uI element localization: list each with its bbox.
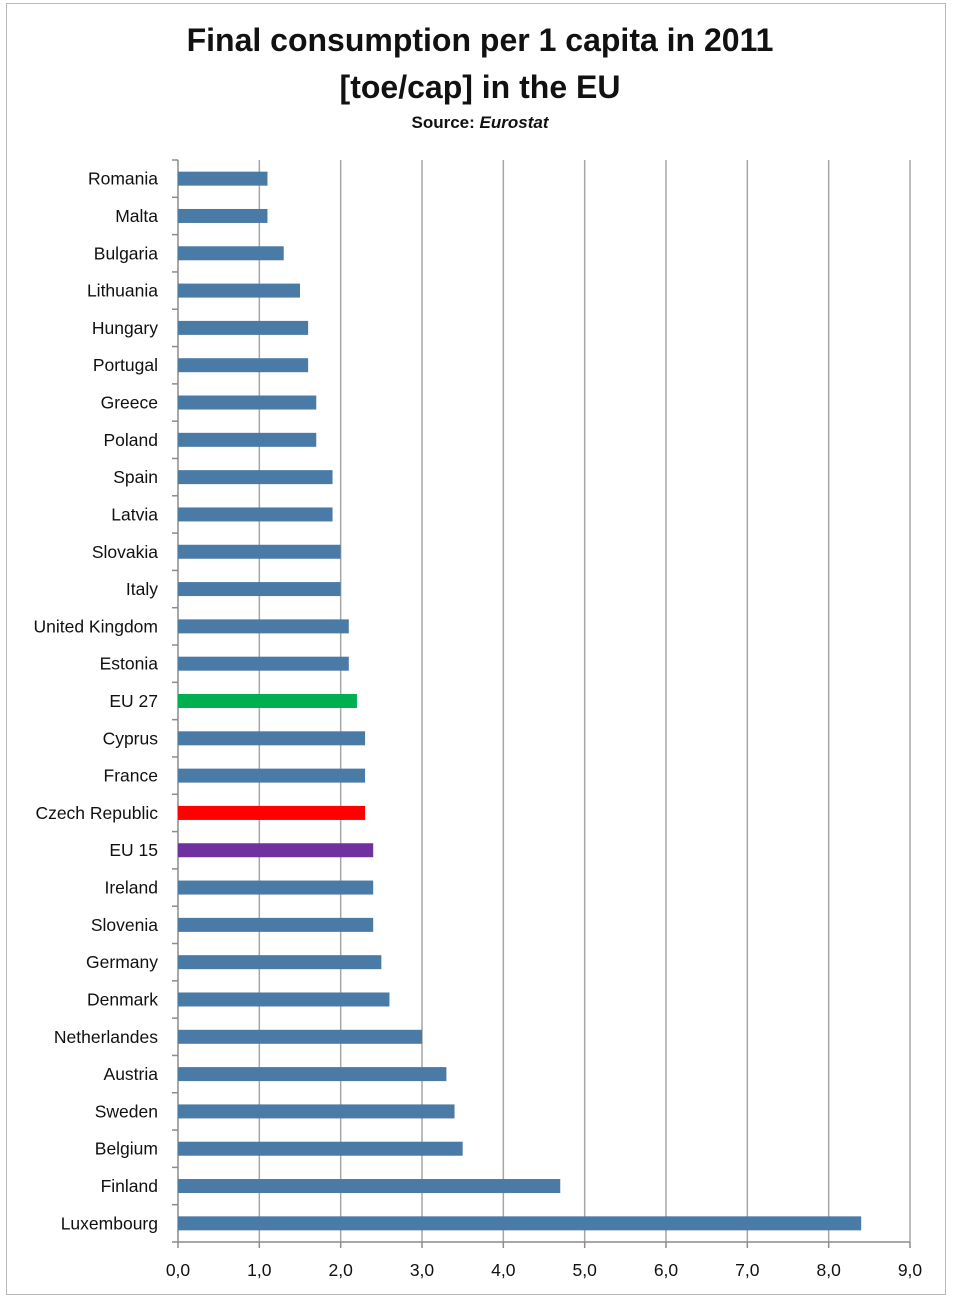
category-label: Bulgaria (94, 243, 158, 263)
x-tick-label: 7,0 (735, 1260, 760, 1280)
category-label: Slovenia (91, 915, 158, 935)
category-label: Romania (88, 169, 158, 189)
chart-source: Source: Eurostat (0, 112, 960, 134)
category-label: Estonia (100, 654, 159, 674)
bar (178, 283, 300, 298)
category-label: Lithuania (87, 281, 158, 301)
category-label: Denmark (87, 989, 158, 1009)
bar (178, 619, 349, 634)
category-label: Spain (113, 467, 158, 487)
x-tick-label: 5,0 (573, 1260, 598, 1280)
category-label: Malta (115, 206, 158, 226)
bar (178, 246, 284, 261)
source-name: Eurostat (479, 113, 549, 132)
bar (178, 843, 374, 858)
category-label: EU 15 (109, 840, 158, 860)
bar (178, 656, 349, 671)
bar (178, 880, 374, 895)
source-label: Source: (411, 113, 475, 132)
bar (178, 1104, 455, 1119)
category-label: France (104, 766, 158, 786)
bar (178, 1029, 422, 1044)
category-label: Ireland (104, 878, 158, 898)
category-label: Hungary (92, 318, 158, 338)
bar (178, 470, 333, 485)
category-label: United Kingdom (33, 616, 158, 636)
bar (178, 992, 390, 1007)
x-tick-label: 1,0 (247, 1260, 272, 1280)
category-label: Slovakia (92, 542, 158, 562)
gridlines (258, 160, 911, 1242)
bar (178, 1179, 561, 1194)
category-label: Belgium (95, 1139, 158, 1159)
category-label: Portugal (93, 355, 158, 375)
bar (178, 544, 341, 559)
bar (178, 805, 366, 820)
category-label: Latvia (111, 504, 158, 524)
category-label: Greece (101, 393, 158, 413)
bar (178, 582, 341, 597)
bar (178, 320, 309, 335)
category-label: Austria (104, 1064, 159, 1084)
category-label: Poland (104, 430, 159, 450)
bar (178, 507, 333, 522)
bar (178, 955, 382, 970)
x-tick-label: 4,0 (491, 1260, 516, 1280)
category-label: Netherlandes (54, 1027, 158, 1047)
category-label: Germany (86, 952, 158, 972)
bar (178, 1141, 463, 1156)
category-label: Finland (101, 1176, 158, 1196)
x-tick-label: 9,0 (898, 1260, 923, 1280)
bar (178, 917, 374, 932)
chart-title-line-2: [toe/cap] in the EU (339, 69, 621, 105)
x-tick-label: 2,0 (329, 1260, 354, 1280)
x-tick-label: 8,0 (817, 1260, 842, 1280)
bar (178, 731, 366, 746)
bar (178, 395, 317, 410)
category-label: EU 27 (109, 691, 158, 711)
bar (178, 768, 366, 783)
category-label: Sweden (95, 1101, 158, 1121)
x-tick-label: 3,0 (410, 1260, 435, 1280)
category-label: Czech Republic (35, 803, 158, 823)
category-labels: Romania Malta Bulgaria Lithuania Hungary Port… (33, 169, 158, 1234)
bar (178, 1216, 862, 1231)
x-tick-label: 0,0 (166, 1260, 191, 1280)
category-label: Cyprus (103, 728, 159, 748)
category-label: Luxembourg (61, 1213, 158, 1233)
chart-frame (6, 3, 946, 1295)
bar (178, 171, 268, 186)
x-tick-labels: 0,0 1,0 2,0 3,0 4,0 5,0 6,0 7,0 8,0 9,0 (166, 1260, 923, 1280)
bar (178, 694, 357, 708)
bars (178, 171, 862, 1231)
x-tick-label: 6,0 (654, 1260, 679, 1280)
bar (178, 208, 268, 223)
bar (178, 1067, 447, 1082)
bar (178, 432, 317, 447)
bar (178, 358, 309, 373)
category-label: Italy (126, 579, 158, 599)
chart-title-line-1: Final consumption per 1 capita in 2011 (186, 22, 774, 58)
